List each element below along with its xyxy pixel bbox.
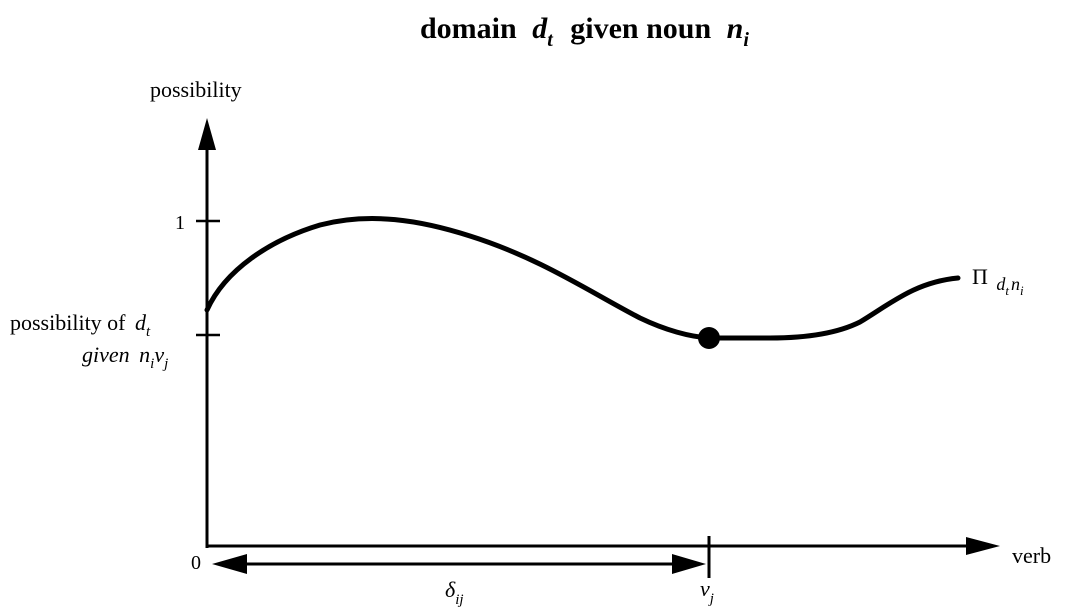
annotation-sub-t: t [146, 324, 151, 340]
annotation-sub-i: i [150, 356, 154, 372]
annotation-given: given [82, 342, 130, 367]
title-sub-t: t [547, 29, 554, 51]
title-var-n: n [727, 12, 744, 45]
vj-point-marker [698, 327, 720, 349]
title-word-given-noun: given noun [570, 12, 711, 45]
y-axis-arrowhead [198, 118, 216, 150]
delta-arrowhead-left [212, 554, 247, 574]
annotation-line1: possibility of dt [10, 310, 151, 340]
title-sub-i: i [743, 29, 749, 51]
vj-sub: j [708, 591, 714, 607]
curve-label-var-n: n [1011, 274, 1020, 294]
diagram-title: domain dt given noun ni [420, 12, 749, 53]
y-tick-one-label: 1 [175, 212, 185, 234]
x-axis-label: verb [1012, 543, 1051, 568]
annotation-var-v: v [154, 342, 164, 367]
delta-label: δij [445, 577, 464, 608]
y-axis-label: possibility [150, 77, 242, 102]
curve-label-sub-i: i [1020, 283, 1024, 298]
x-axis-arrowhead [966, 537, 1000, 555]
delta-arrowhead-right [672, 554, 706, 574]
delta-sub: ij [455, 592, 463, 608]
annotation-prefix: possibility of [10, 310, 126, 335]
title-var-d: d [532, 12, 548, 45]
possibility-curve [204, 216, 961, 341]
annotation-line2: given nivj [82, 342, 168, 372]
annotation-var-n: n [139, 342, 150, 367]
curve-label-var-d: d [996, 274, 1006, 294]
vj-var: v [700, 576, 710, 601]
title-word-domain: domain [420, 12, 517, 45]
curve-label: Π dt ni [972, 264, 1024, 298]
annotation-sub-j: j [162, 356, 168, 372]
curve-label-sub-t: t [1005, 283, 1009, 298]
origin-label: 0 [191, 552, 201, 574]
delta-symbol: δ [445, 577, 456, 602]
annotation-var-d: d [135, 310, 147, 335]
curve-label-pi: Π [972, 264, 988, 289]
vj-label: vj [700, 576, 714, 607]
